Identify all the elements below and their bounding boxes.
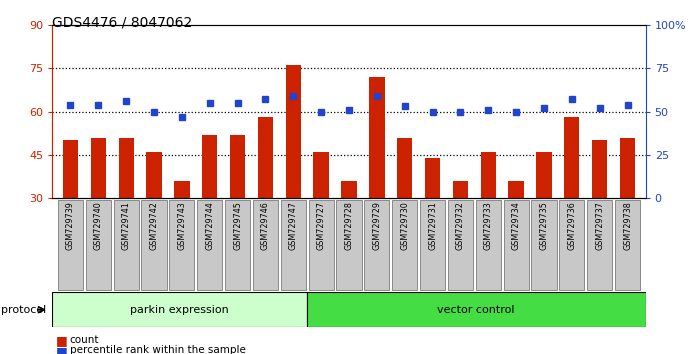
Text: GSM729738: GSM729738: [623, 201, 632, 250]
Bar: [336, 200, 362, 290]
Bar: [91, 137, 106, 198]
Bar: [174, 181, 190, 198]
Bar: [364, 200, 389, 290]
Text: GSM729734: GSM729734: [512, 201, 521, 250]
Text: parkin expression: parkin expression: [130, 305, 229, 315]
Bar: [425, 158, 440, 198]
Bar: [202, 135, 217, 198]
Bar: [481, 152, 496, 198]
Bar: [198, 200, 222, 290]
Bar: [448, 200, 473, 290]
Text: vector control: vector control: [438, 305, 515, 315]
Text: GSM729745: GSM729745: [233, 201, 242, 250]
Bar: [559, 200, 584, 290]
Bar: [225, 200, 250, 290]
Text: GDS4476 / 8047062: GDS4476 / 8047062: [52, 16, 193, 30]
Bar: [592, 141, 607, 198]
Bar: [114, 200, 139, 290]
Bar: [587, 200, 612, 290]
Text: protocol: protocol: [1, 305, 47, 315]
Bar: [142, 200, 167, 290]
Bar: [397, 137, 413, 198]
Text: ■: ■: [56, 335, 68, 348]
Bar: [119, 137, 134, 198]
Bar: [392, 200, 417, 290]
Text: ■: ■: [56, 345, 68, 354]
Bar: [615, 200, 640, 290]
Bar: [86, 200, 111, 290]
Text: GSM729747: GSM729747: [289, 201, 298, 250]
Text: percentile rank within the sample: percentile rank within the sample: [70, 345, 246, 354]
Text: GSM729743: GSM729743: [177, 201, 186, 250]
Text: count: count: [70, 335, 99, 344]
Bar: [564, 117, 579, 198]
Text: GSM729729: GSM729729: [372, 201, 381, 250]
Text: GSM729730: GSM729730: [400, 201, 409, 250]
Text: GSM729741: GSM729741: [121, 201, 131, 250]
Bar: [170, 200, 195, 290]
Text: GSM729746: GSM729746: [261, 201, 270, 250]
Text: GSM729731: GSM729731: [428, 201, 437, 250]
Bar: [313, 152, 329, 198]
Bar: [531, 200, 556, 290]
Text: GSM729742: GSM729742: [149, 201, 158, 250]
Bar: [369, 77, 385, 198]
Bar: [508, 181, 524, 198]
Bar: [58, 200, 83, 290]
Bar: [285, 65, 301, 198]
Bar: [620, 137, 635, 198]
Text: GSM729735: GSM729735: [540, 201, 549, 250]
Bar: [420, 200, 445, 290]
Bar: [536, 152, 551, 198]
Bar: [306, 292, 646, 327]
Bar: [281, 200, 306, 290]
Bar: [503, 200, 528, 290]
Bar: [476, 200, 500, 290]
Text: GSM729740: GSM729740: [94, 201, 103, 250]
Text: GSM729744: GSM729744: [205, 201, 214, 250]
Text: GSM729732: GSM729732: [456, 201, 465, 250]
Bar: [253, 200, 278, 290]
Bar: [258, 117, 273, 198]
Bar: [147, 152, 162, 198]
Text: GSM729739: GSM729739: [66, 201, 75, 250]
Bar: [453, 181, 468, 198]
Bar: [52, 292, 306, 327]
Text: GSM729737: GSM729737: [595, 201, 604, 250]
Text: GSM729728: GSM729728: [345, 201, 353, 250]
Bar: [230, 135, 245, 198]
Bar: [341, 181, 357, 198]
Text: GSM729733: GSM729733: [484, 201, 493, 250]
Bar: [309, 200, 334, 290]
Text: GSM729727: GSM729727: [317, 201, 326, 250]
Text: GSM729736: GSM729736: [567, 201, 577, 250]
Bar: [63, 141, 78, 198]
